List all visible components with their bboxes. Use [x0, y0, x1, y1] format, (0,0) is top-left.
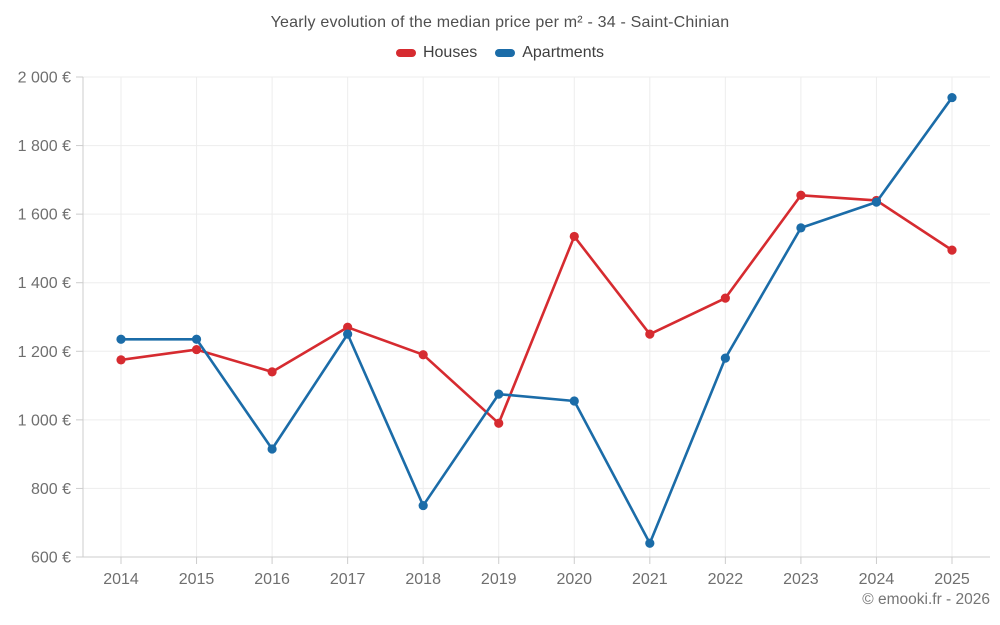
x-axis-tick-label: 2023	[783, 571, 819, 588]
legend-item-houses[interactable]: Houses	[395, 44, 478, 62]
data-point-apartments-2020[interactable]	[569, 396, 579, 406]
data-point-houses-2019[interactable]	[494, 418, 504, 428]
data-point-apartments-2019[interactable]	[494, 389, 504, 399]
data-point-apartments-2018[interactable]	[418, 500, 428, 511]
y-axis-tick-label: 800 €	[31, 481, 71, 498]
y-axis-tick-label: 1 600 €	[18, 207, 71, 224]
data-point-apartments-2016[interactable]	[267, 444, 277, 454]
y-axis-tick-label: 1 000 €	[18, 412, 71, 429]
data-point-houses-2025[interactable]	[947, 245, 957, 255]
x-axis-tick-label: 2016	[254, 571, 290, 588]
x-axis-tick-label: 2025	[934, 571, 970, 588]
y-axis-tick-label: 1 800 €	[18, 138, 71, 155]
data-point-apartments-2021[interactable]	[645, 538, 655, 548]
chart-legend: Houses Apartments	[0, 44, 1000, 62]
houses-legend-swatch-icon	[395, 49, 416, 57]
data-point-houses-2020[interactable]	[569, 231, 579, 242]
y-axis-tick-label: 1 200 €	[18, 344, 71, 361]
data-point-apartments-2023[interactable]	[796, 223, 806, 233]
x-axis-tick-label: 2022	[708, 571, 744, 588]
series-line-houses	[119, 193, 954, 425]
data-point-houses-2022[interactable]	[720, 293, 730, 303]
data-point-apartments-2025[interactable]	[947, 92, 957, 103]
x-axis-tick-label: 2024	[859, 571, 895, 588]
data-point-apartments-2014[interactable]	[116, 334, 126, 344]
data-point-houses-2023[interactable]	[796, 190, 806, 200]
data-point-apartments-2015[interactable]	[191, 334, 202, 344]
data-point-apartments-2022[interactable]	[720, 353, 730, 363]
houses-legend-label: Houses	[422, 44, 478, 61]
chart-title: Yearly evolution of the median price per…	[270, 14, 730, 31]
apartments-legend-swatch-icon	[495, 49, 516, 57]
data-point-houses-2014[interactable]	[116, 355, 126, 365]
x-axis-tick-label: 2018	[405, 571, 441, 588]
y-axis-tick-label: 1 400 €	[18, 275, 71, 292]
x-axis-tick-label: 2014	[103, 571, 139, 588]
series-line-apartments	[119, 96, 954, 545]
y-axis-tick-label: 600 €	[31, 550, 71, 567]
x-axis-tick-label: 2019	[481, 571, 517, 588]
apartments-legend-label: Apartments	[522, 44, 605, 61]
x-axis-tick-label: 2020	[556, 571, 592, 588]
data-point-apartments-2017[interactable]	[343, 329, 353, 339]
x-axis-tick-label: 2017	[330, 571, 366, 588]
data-point-houses-2016[interactable]	[267, 367, 277, 377]
y-axis-tick-label: 2 000 €	[18, 70, 71, 87]
copyright-text: © emooki.fr - 2026	[862, 591, 990, 608]
x-axis-tick-label: 2021	[632, 571, 668, 588]
data-point-houses-2017[interactable]	[343, 322, 353, 332]
data-point-houses-2021[interactable]	[645, 329, 655, 339]
data-point-houses-2018[interactable]	[418, 350, 428, 360]
data-point-houses-2015[interactable]	[191, 344, 202, 355]
x-axis-tick-label: 2015	[179, 571, 215, 588]
data-point-apartments-2024[interactable]	[871, 197, 882, 207]
legend-item-apartments[interactable]: Apartments	[495, 44, 604, 62]
